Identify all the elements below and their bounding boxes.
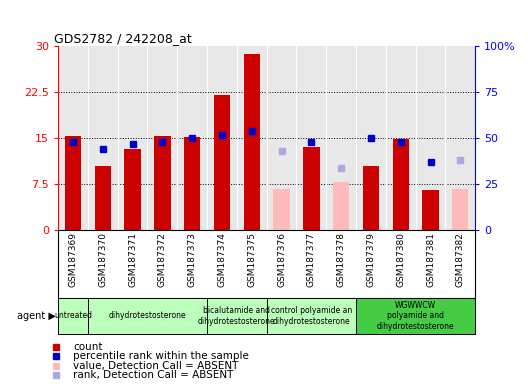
Bar [214,95,230,230]
FancyBboxPatch shape [356,298,475,334]
Text: GSM187373: GSM187373 [187,232,196,287]
Text: GSM187381: GSM187381 [426,232,435,287]
Bar [125,149,141,230]
Text: GDS2782 / 242208_at: GDS2782 / 242208_at [54,32,192,45]
Bar [392,139,409,230]
Text: untreated: untreated [54,311,92,320]
Text: WGWWCW
polyamide and
dihydrotestosterone: WGWWCW polyamide and dihydrotestosterone [377,301,455,331]
Text: bicalutamide and
dihydrotestosterone: bicalutamide and dihydrotestosterone [198,306,276,326]
Bar [184,137,200,230]
Text: GSM187382: GSM187382 [456,232,465,287]
Text: value, Detection Call = ABSENT: value, Detection Call = ABSENT [73,361,239,371]
Bar [303,147,319,230]
Text: GSM187374: GSM187374 [218,232,227,287]
FancyBboxPatch shape [88,298,207,334]
Text: GSM187380: GSM187380 [396,232,405,287]
FancyBboxPatch shape [207,298,267,334]
Text: GSM187378: GSM187378 [337,232,346,287]
Bar [95,166,111,230]
Bar [333,182,350,230]
Text: GSM187377: GSM187377 [307,232,316,287]
Bar [65,136,81,230]
Text: GSM187371: GSM187371 [128,232,137,287]
Text: count: count [73,341,102,352]
Bar [422,190,439,230]
FancyBboxPatch shape [267,298,356,334]
Text: GSM187376: GSM187376 [277,232,286,287]
Bar [452,189,468,230]
Text: dihydrotestosterone: dihydrotestosterone [109,311,186,320]
Text: GSM187369: GSM187369 [69,232,78,287]
Bar [243,54,260,230]
Text: GSM187370: GSM187370 [98,232,107,287]
Bar [154,136,171,230]
Bar [274,189,290,230]
Text: GSM187372: GSM187372 [158,232,167,287]
Text: control polyamide an
dihydrotestosterone: control polyamide an dihydrotestosterone [271,306,352,326]
FancyBboxPatch shape [58,298,88,334]
Text: agent ▶: agent ▶ [16,311,55,321]
Bar [363,166,379,230]
Text: GSM187379: GSM187379 [366,232,375,287]
Text: percentile rank within the sample: percentile rank within the sample [73,351,249,361]
Text: rank, Detection Call = ABSENT: rank, Detection Call = ABSENT [73,370,233,381]
Text: GSM187375: GSM187375 [247,232,256,287]
